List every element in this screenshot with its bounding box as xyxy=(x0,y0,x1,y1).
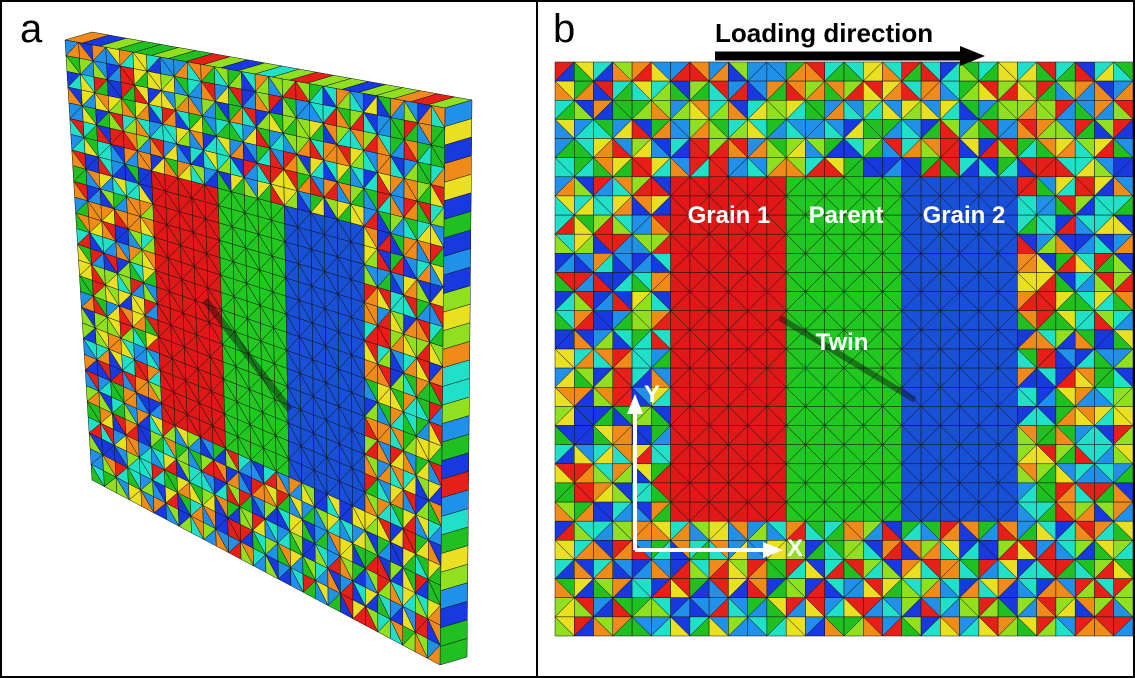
twin-label: Twin xyxy=(816,329,869,356)
panel-label: a xyxy=(20,7,43,51)
loading-label: Loading direction xyxy=(715,18,933,48)
panel-label: b xyxy=(553,7,575,51)
figure: a b Loading direction Grain 1 Parent Gra… xyxy=(0,0,1135,678)
axis-label: Y xyxy=(644,381,660,408)
page: a b Loading direction Grain 1 Parent Gra… xyxy=(0,0,1135,678)
axis-label: X xyxy=(787,535,803,562)
region-label: Grain 1 xyxy=(688,202,771,229)
region-label: Parent xyxy=(809,202,884,229)
region-label: Grain 2 xyxy=(923,202,1006,229)
